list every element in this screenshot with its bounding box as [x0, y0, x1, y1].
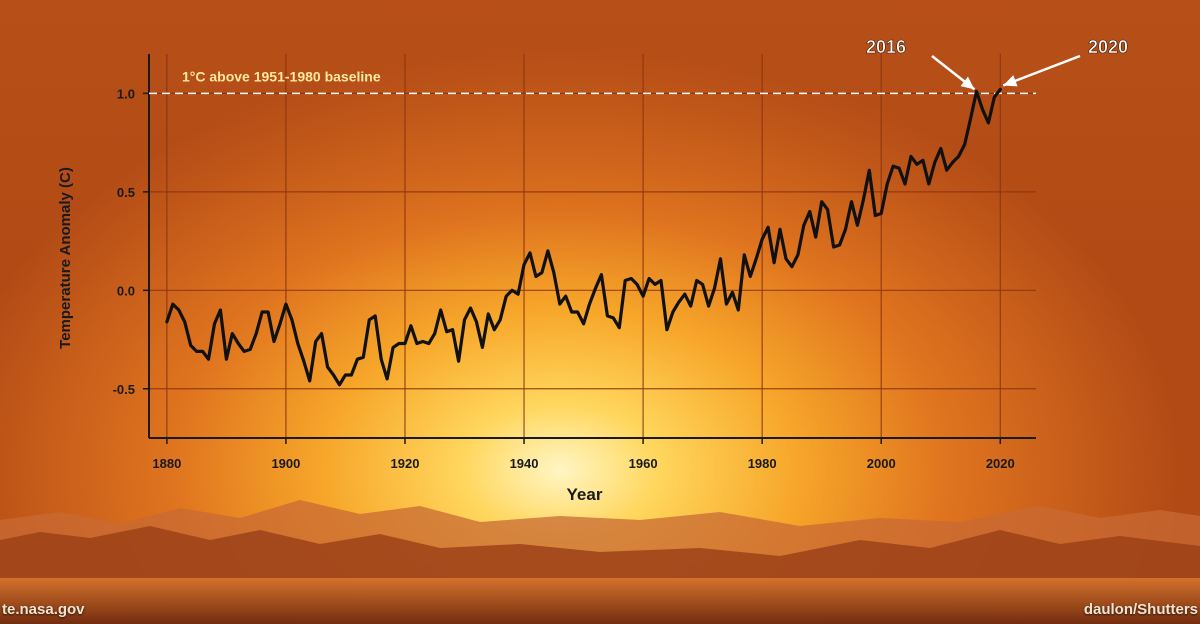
x-tick-label-1920: 1920: [391, 456, 420, 471]
x-tick-label-2000: 2000: [867, 456, 896, 471]
x-tick-label-1900: 1900: [271, 456, 300, 471]
y-tick-label-1: 0.0: [117, 283, 135, 298]
reference-line-group: 1°C above 1951-1980 baseline: [149, 68, 1036, 95]
annotation-2020: 2020: [1088, 37, 1128, 57]
arrow-2020-head: [1003, 75, 1018, 87]
y-axis-title: Temperature Anomaly (C): [57, 167, 74, 349]
series-group: [165, 87, 1002, 387]
x-tick-label-1980: 1980: [748, 456, 777, 471]
arrow-2020-shaft: [1002, 54, 1081, 87]
annotations: 2016 2020: [866, 37, 1128, 91]
photo-credit: daulon/Shutters: [1083, 601, 1198, 618]
source-credit: te.nasa.gov: [2, 601, 85, 618]
arrow-2016-head: [960, 76, 975, 90]
grid: [149, 54, 1036, 438]
annotation-2016: 2016: [866, 37, 906, 57]
x-tick-label-1960: 1960: [629, 456, 658, 471]
axes: 1880 1900 1920 1940 1960 1980 2000 2020 -0.5 0.0 0…: [113, 54, 1036, 471]
x-axis-title: Year: [567, 485, 603, 504]
y-tick-label-3: 1.0: [117, 86, 135, 101]
baseline-reference-label: 1°C above 1951-1980 baseline: [182, 68, 381, 84]
x-tick-label-1940: 1940: [510, 456, 539, 471]
x-tick-label-1880: 1880: [152, 456, 181, 471]
temperature-series-line-0: [165, 87, 1002, 387]
y-tick-label-2: 0.5: [117, 185, 135, 200]
water-surface: [0, 578, 1200, 624]
axis-labels: Year Temperature Anomaly (C): [57, 167, 603, 504]
y-tick-label-0: -0.5: [113, 382, 135, 397]
x-tick-label-2020: 2020: [986, 456, 1015, 471]
